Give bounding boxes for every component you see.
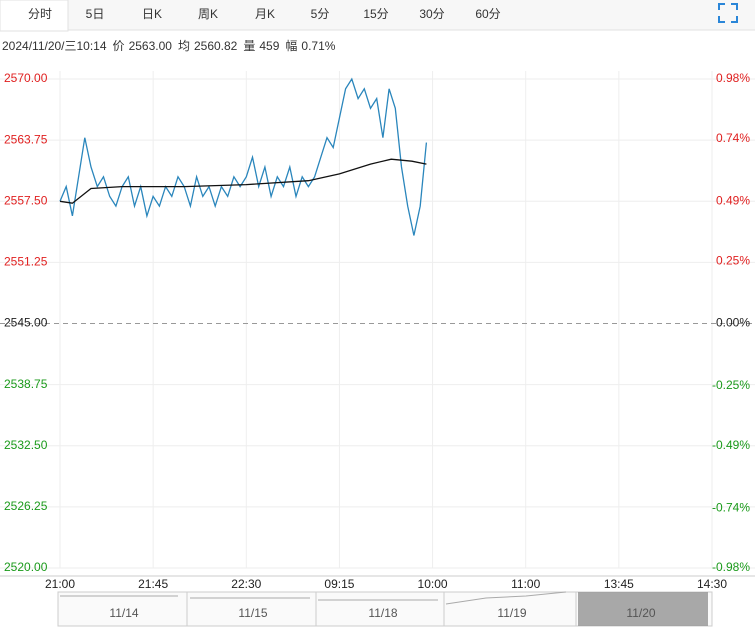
tab[interactable]: 分时 — [28, 7, 52, 21]
x-tick-label: 09:15 — [324, 577, 354, 591]
tab[interactable]: 周K — [198, 7, 218, 21]
active-tab — [0, 0, 69, 32]
info-label: 价 — [113, 39, 125, 53]
x-tick-label: 13:45 — [604, 577, 634, 591]
y-tick-label: 2570.00 — [4, 71, 48, 85]
tab[interactable]: 15分 — [363, 7, 388, 21]
info-value: 0.71% — [301, 39, 335, 53]
tab[interactable]: 5分 — [311, 7, 330, 21]
info-label: 量 — [243, 39, 255, 53]
navigator-date: 11/15 — [238, 606, 267, 620]
navigator-date: 11/18 — [368, 606, 397, 620]
info-line: 2024/11/20/三10:14 价 2563.00 均 2560.82 量 459 幅 0.… — [2, 38, 336, 53]
series-line — [59, 158, 427, 204]
info-value: 2560.82 — [194, 39, 238, 53]
y-tick-label: 2526.25 — [4, 499, 48, 513]
y2-tick-label: -0.49% — [712, 438, 750, 452]
info-time: 2024/11/20/三10:14 — [2, 39, 107, 53]
x-tick-label: 21:00 — [45, 577, 75, 591]
y2-tick-label: -0.25% — [712, 378, 750, 392]
y-tick-label: 2551.25 — [4, 255, 48, 269]
tab[interactable]: 月K — [255, 7, 275, 21]
y2-tick-label: 0.25% — [716, 253, 750, 267]
x-tick-label: 21:45 — [138, 577, 168, 591]
fullscreen-icon[interactable] — [718, 3, 738, 23]
y2-tick-label: -0.74% — [712, 500, 750, 514]
tab[interactable]: 日K — [142, 7, 162, 21]
tab[interactable]: 60分 — [475, 7, 500, 21]
y2-tick-label: 0.49% — [716, 193, 750, 207]
y2-tick-label: 0.98% — [716, 71, 750, 85]
y2-tick-label: 0.00% — [716, 316, 750, 330]
tab[interactable]: 5日 — [86, 7, 105, 21]
y-tick-label: 2557.50 — [4, 193, 48, 207]
x-tick-label: 11:00 — [511, 577, 540, 591]
navigator-date: 11/19 — [497, 606, 526, 620]
y-tick-label: 2563.75 — [4, 132, 48, 146]
info-label: 幅 — [285, 38, 297, 53]
navigator-separators — [186, 592, 577, 626]
tab[interactable]: 30分 — [419, 7, 444, 21]
navigator-line — [60, 591, 567, 605]
y-tick-label: 2532.50 — [4, 438, 48, 452]
info-value: 459 — [259, 39, 279, 53]
y-tick-label: 2520.00 — [4, 560, 48, 574]
y2-tick-label: 0.74% — [716, 131, 750, 145]
tab-bar — [0, 0, 755, 30]
info-value: 2563.00 — [129, 39, 173, 53]
x-tick-label: 14:30 — [697, 577, 727, 591]
x-tick-label: 22:30 — [231, 577, 261, 591]
y2-tick-label: -0.98% — [712, 560, 750, 574]
navigator-date: 11/20 — [626, 606, 655, 620]
y-tick-label: 2538.75 — [4, 377, 48, 391]
x-tick-label: 10:00 — [418, 577, 448, 591]
series-line — [59, 77, 428, 236]
info-label: 均 — [178, 39, 190, 53]
y-tick-label: 2545.00 — [4, 316, 48, 330]
navigator-date: 11/14 — [109, 606, 138, 620]
navigator-selection[interactable] — [578, 592, 708, 626]
